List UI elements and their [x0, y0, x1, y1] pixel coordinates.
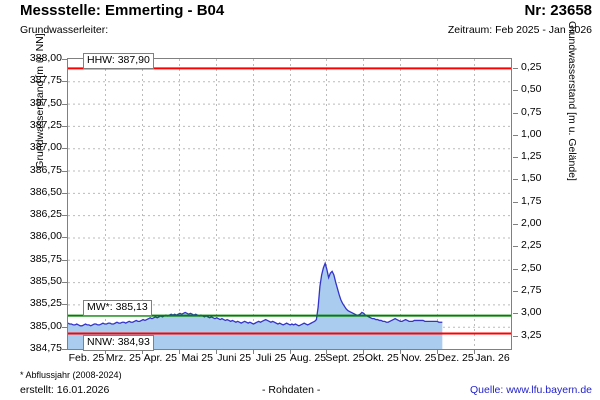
y-tick-right: 0,75 — [521, 105, 542, 118]
y-tick-mark-left — [62, 81, 67, 83]
y-tick-mark-right — [513, 246, 518, 248]
x-tick-label: Mrz. 25 — [105, 352, 141, 364]
footnote-abflussjahr: * Abflussjahr (2008-2024) — [20, 370, 122, 380]
y-tick-left: 384,75 — [29, 342, 62, 354]
y-tick-mark-right — [513, 90, 518, 92]
y-tick-right: 2,25 — [521, 239, 542, 252]
y-tick-mark-right — [513, 313, 518, 315]
y-tick-mark-right — [513, 179, 518, 181]
y-tick-mark-left — [62, 192, 67, 194]
y-tick-right: 1,25 — [521, 150, 542, 163]
y-tick-mark-left — [62, 148, 67, 150]
created-date: erstellt: 16.01.2026 — [20, 384, 110, 396]
y-tick-left: 387,00 — [29, 141, 62, 154]
y-tick-mark-left — [62, 125, 67, 127]
x-tick-label: Sept. 25 — [325, 352, 365, 364]
x-tick-mark — [252, 349, 254, 354]
x-tick-mark — [474, 349, 476, 354]
y-tick-mark-right — [513, 291, 518, 292]
x-tick-mark — [326, 349, 328, 354]
y-tick-right: 1,50 — [521, 172, 542, 185]
x-tick-label: Mai 25 — [181, 352, 213, 364]
y-tick-left: 387,50 — [29, 96, 62, 109]
y-tick-right: 2,75 — [521, 284, 542, 296]
y-tick-mark-right — [513, 157, 518, 159]
x-tick-mark — [289, 349, 291, 354]
x-tick-label: Juli 25 — [255, 352, 287, 364]
x-tick-label: Aug. 25 — [289, 352, 327, 364]
y-tick-mark-right — [513, 67, 518, 69]
x-tick-mark — [141, 349, 143, 354]
y-tick-left: 386,75 — [29, 163, 62, 176]
y-tick-right: 2,00 — [521, 217, 542, 230]
y-tick-left: 385,00 — [29, 319, 62, 332]
y-tick-mark-left — [62, 326, 67, 328]
y-tick-mark-left — [62, 170, 67, 172]
mw-annotation: MW*: 385,13 — [83, 300, 152, 317]
y-tick-mark-left — [62, 259, 67, 261]
y-tick-right: 2,50 — [521, 261, 542, 274]
y-tick-mark-right — [513, 134, 518, 136]
y-tick-mark-right — [513, 112, 518, 114]
x-tick-label: Nov. 25 — [400, 352, 437, 364]
x-tick-label: Feb. 25 — [68, 352, 105, 364]
x-tick-label: Okt. 25 — [364, 352, 399, 364]
chart-canvas — [68, 59, 511, 349]
aquifer-label: Grundwasserleiter: — [20, 24, 109, 36]
y-tick-left: 385,50 — [29, 275, 62, 288]
x-tick-label: Apr. 25 — [143, 352, 177, 364]
source-link[interactable]: Quelle: www.lfu.bayern.de — [470, 384, 592, 396]
y-tick-mark-right — [513, 268, 518, 270]
y-tick-right: 3,00 — [521, 306, 542, 319]
x-tick-label: Dez. 25 — [437, 352, 474, 364]
nnw-annotation: NNW: 384,93 — [83, 334, 154, 351]
period-label: Zeitraum: Feb 2025 - Jan 2026 — [447, 24, 592, 36]
y-tick-right: 1,00 — [521, 127, 542, 140]
y-tick-right: 3,25 — [521, 328, 542, 341]
y-tick-mark-right — [513, 335, 518, 337]
y-tick-mark-left — [62, 103, 67, 105]
y-tick-left: 385,75 — [29, 252, 62, 265]
x-tick-mark — [363, 349, 365, 354]
x-tick-label: Juni 25 — [217, 352, 252, 364]
y-axis-title-right: Grundwasserstand [m u. Gelände] — [566, 21, 578, 181]
x-tick-mark — [215, 349, 217, 354]
y-tick-mark-right — [513, 224, 518, 226]
x-tick-label: Jan. 26 — [475, 352, 510, 364]
x-tick-mark — [104, 349, 106, 354]
y-tick-left: 387,75 — [29, 74, 62, 87]
y-tick-right: 0,50 — [521, 83, 542, 96]
y-tick-mark-left — [62, 215, 67, 217]
x-tick-mark — [178, 349, 180, 354]
y-tick-mark-left — [62, 237, 67, 239]
y-tick-left: 387,25 — [29, 118, 62, 131]
rohdaten-label: - Rohdaten - — [262, 384, 321, 396]
x-tick-mark — [400, 349, 402, 354]
y-tick-mark-left — [62, 282, 67, 284]
x-tick-mark — [437, 349, 439, 354]
y-tick-left: 388,00 — [29, 52, 62, 64]
y-tick-mark-right — [513, 201, 518, 203]
y-tick-mark-left — [62, 304, 67, 306]
y-tick-mark-left — [62, 349, 67, 350]
y-tick-right: 1,75 — [521, 194, 542, 207]
station-number: Nr: 23658 — [524, 2, 592, 19]
y-tick-right: 0,25 — [521, 60, 542, 73]
page-title: Messstelle: Emmerting - B04 — [20, 2, 225, 19]
y-tick-left: 386,25 — [29, 208, 62, 221]
y-tick-left: 386,50 — [29, 185, 62, 198]
y-tick-mark-left — [62, 59, 67, 60]
y-tick-left: 385,25 — [29, 297, 62, 310]
y-tick-left: 386,00 — [29, 230, 62, 243]
hhw-annotation: HHW: 387,90 — [83, 52, 154, 69]
